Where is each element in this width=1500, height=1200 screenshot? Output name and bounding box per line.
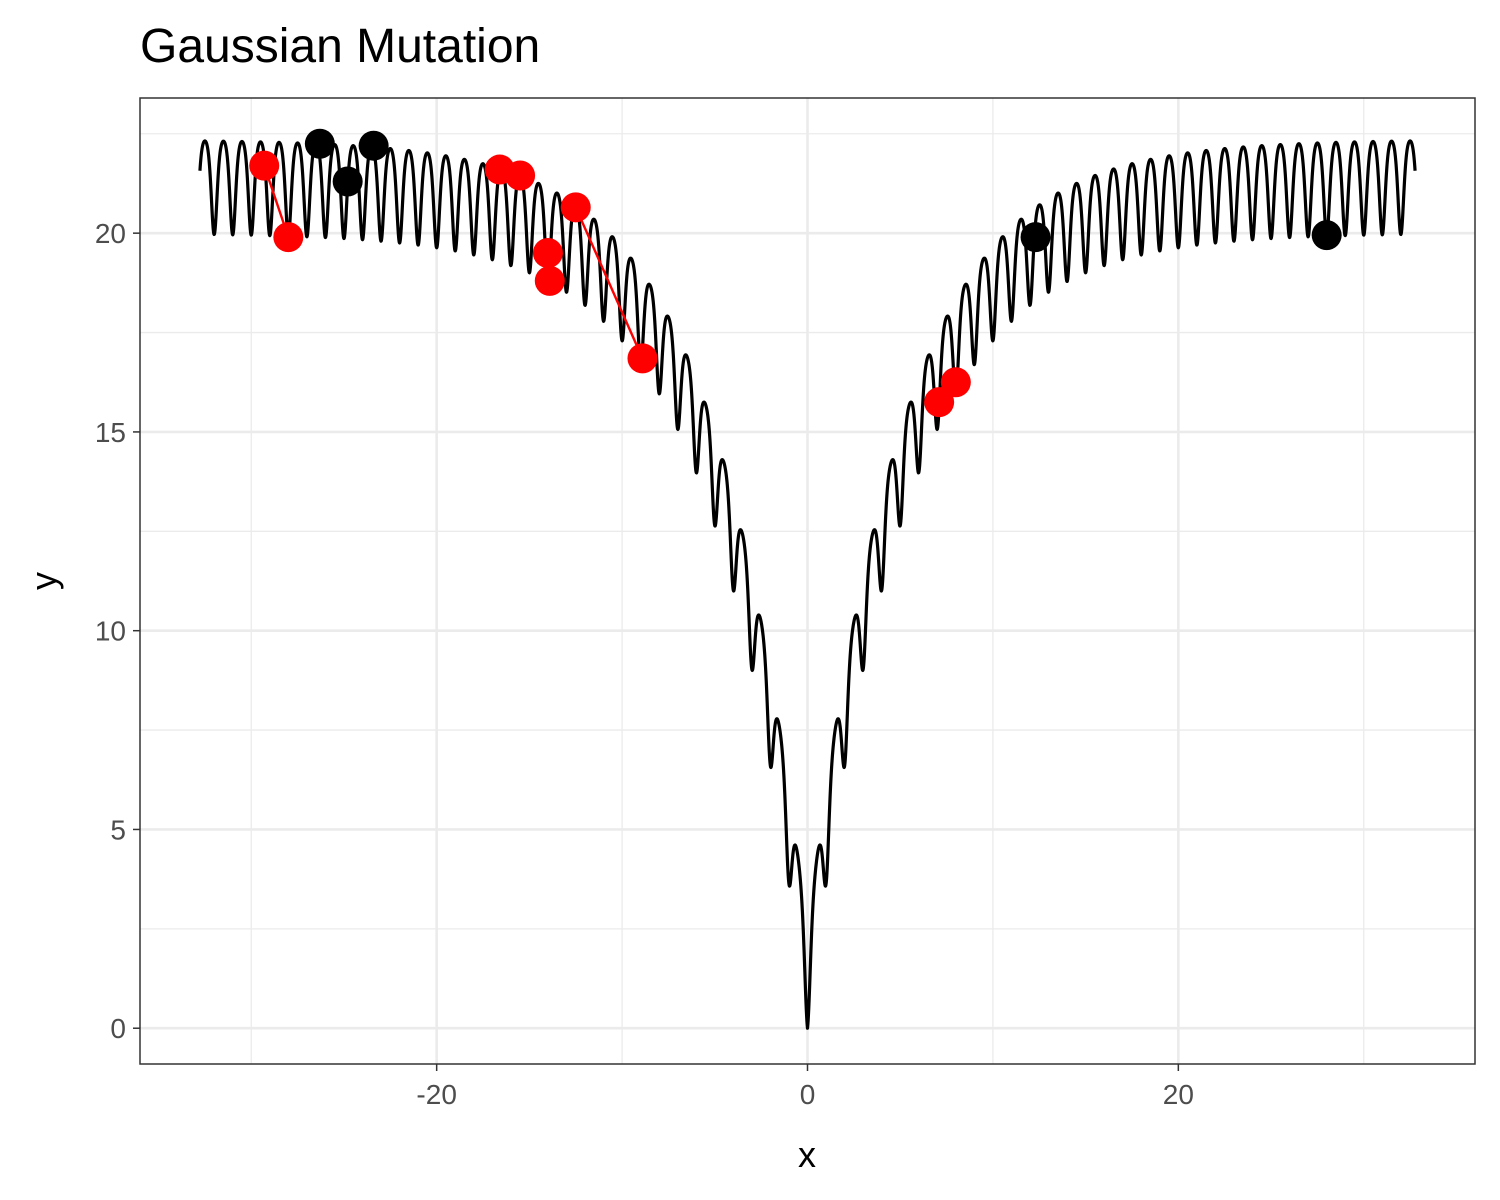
y-tick-label: 10 — [95, 616, 126, 647]
y-tick-label: 20 — [95, 218, 126, 249]
objective-curve — [198, 139, 1417, 1030]
mutated-point — [532, 238, 563, 269]
original-point — [358, 130, 389, 161]
x-tick-label: -20 — [416, 1079, 456, 1110]
chart-title: Gaussian Mutation — [140, 20, 540, 73]
y-tick-label: 15 — [95, 417, 126, 448]
curve-layer — [198, 139, 1417, 1030]
mutated-point — [940, 367, 971, 398]
mutated-point — [249, 150, 280, 181]
points — [249, 128, 1342, 418]
original-point — [304, 128, 335, 159]
mutated-point — [273, 222, 304, 253]
original-point — [1311, 220, 1342, 251]
x-tick-label: 0 — [800, 1079, 816, 1110]
original-point — [332, 166, 363, 197]
mutated-point — [560, 192, 591, 223]
mutated-point — [924, 387, 955, 418]
ticks: -20 0 20 0 5 10 15 20 — [95, 218, 1194, 1110]
mutated-point — [627, 343, 658, 374]
mutated-point — [505, 160, 536, 191]
y-axis-title: y — [23, 572, 64, 590]
original-point — [1020, 222, 1051, 253]
grid — [140, 98, 1475, 1064]
mutation-segment — [574, 206, 644, 359]
y-tick-label: 0 — [110, 1013, 126, 1044]
x-axis-title: x — [798, 1134, 816, 1175]
mutated-point — [534, 265, 565, 296]
x-tick-label: 20 — [1163, 1079, 1194, 1110]
y-tick-label: 5 — [110, 814, 126, 845]
